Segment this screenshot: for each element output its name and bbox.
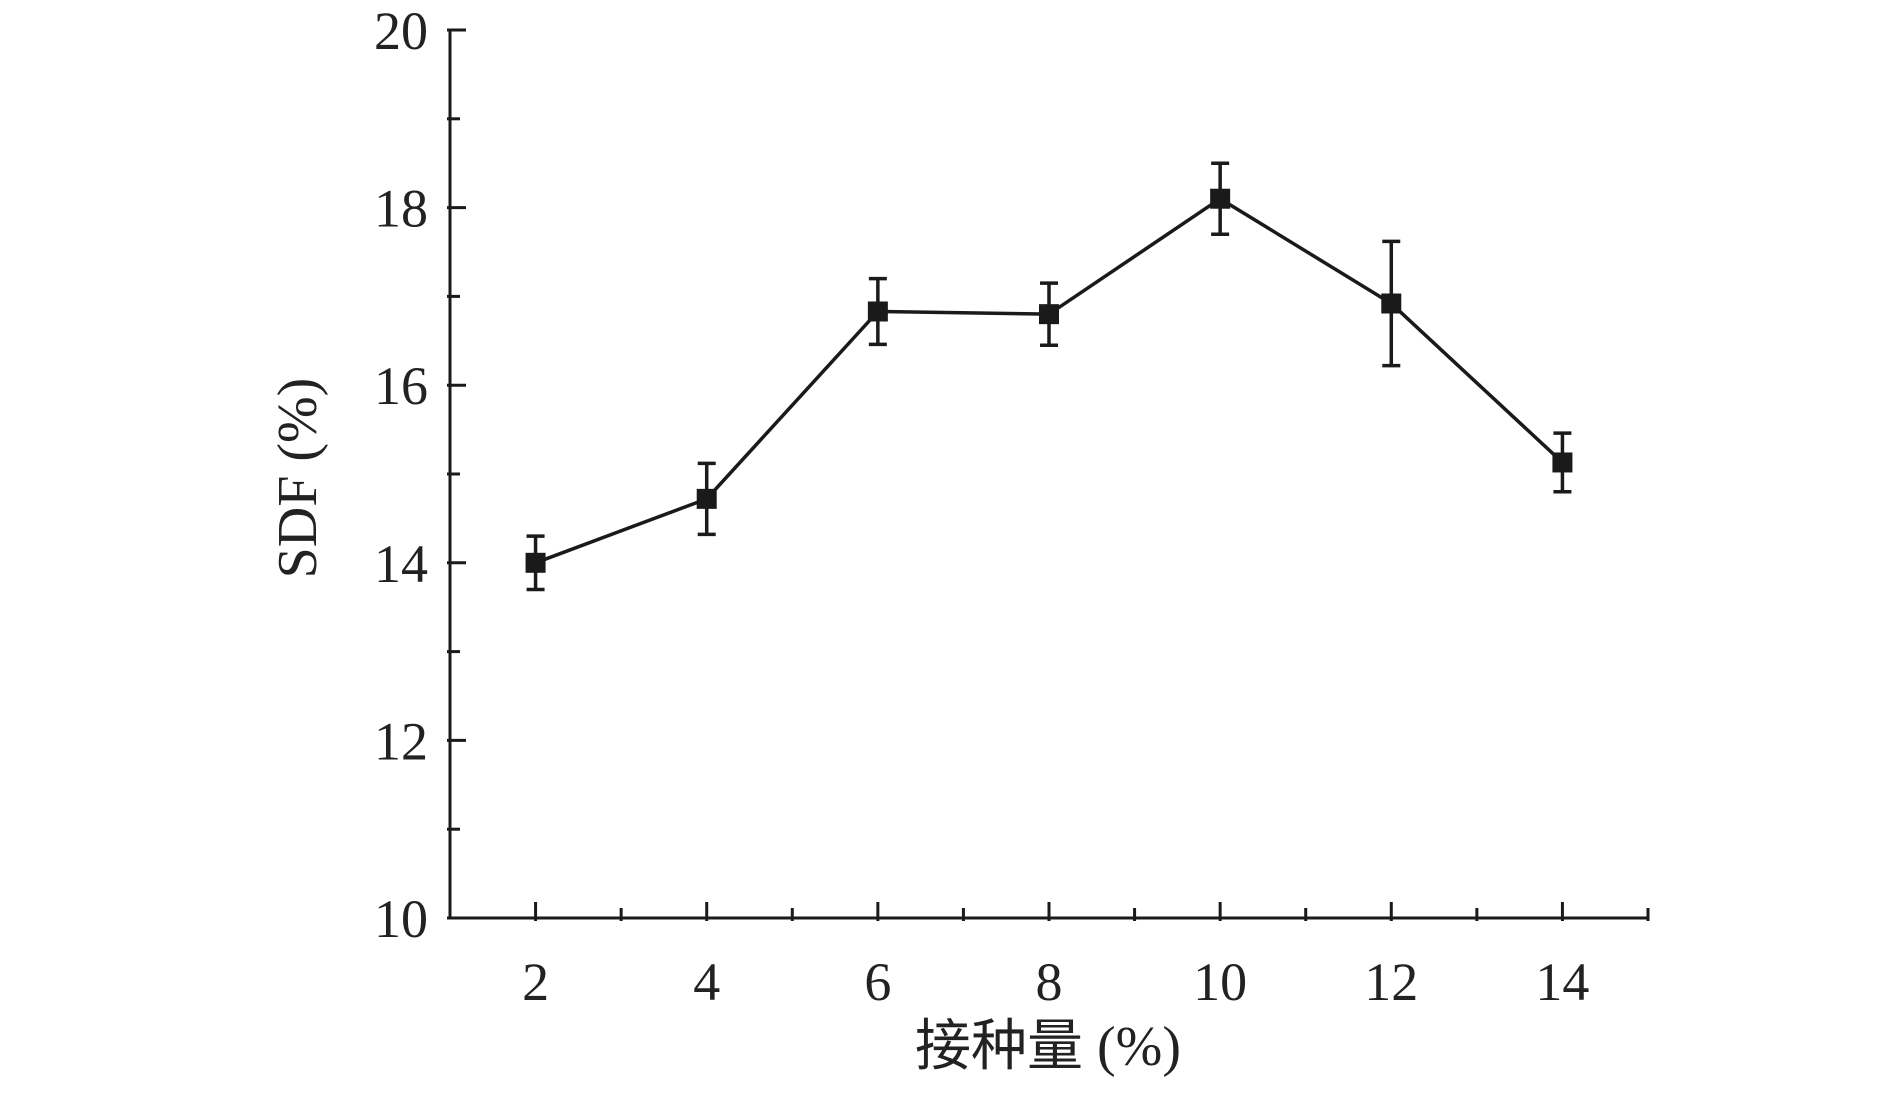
series <box>525 161 1573 592</box>
x-axis-title: 接种量 (%) <box>915 1016 1181 1078</box>
y-tick-label: 14 <box>374 534 428 594</box>
y-tick-label: 12 <box>374 711 428 771</box>
x-tick-label: 8 <box>1036 952 1063 1012</box>
axes <box>448 30 1648 920</box>
x-tick-label: 4 <box>693 952 720 1012</box>
series-line <box>534 196 1564 565</box>
y-tick-label: 10 <box>374 889 428 949</box>
x-tick-label: 2 <box>522 952 549 1012</box>
data-point <box>1552 452 1573 473</box>
data-point <box>1381 293 1402 314</box>
x-tick-label: 10 <box>1193 952 1247 1012</box>
y-tick-label: 20 <box>374 1 428 61</box>
data-point <box>525 552 546 573</box>
x-tick-label: 14 <box>1535 952 1589 1012</box>
x-tick-label: 6 <box>864 952 891 1012</box>
data-point <box>1210 188 1231 209</box>
x-tick-label: 12 <box>1364 952 1418 1012</box>
data-point <box>1039 304 1059 325</box>
y-axis-title: SDF (%) <box>267 378 329 579</box>
y-tick-label: 18 <box>374 179 428 239</box>
ticks: 10 12 14 16 18 20 2 4 6 8 10 12 14 <box>374 1 1650 1012</box>
y-tick-label: 16 <box>374 356 428 416</box>
data-point <box>696 488 717 509</box>
data-point <box>867 301 888 322</box>
